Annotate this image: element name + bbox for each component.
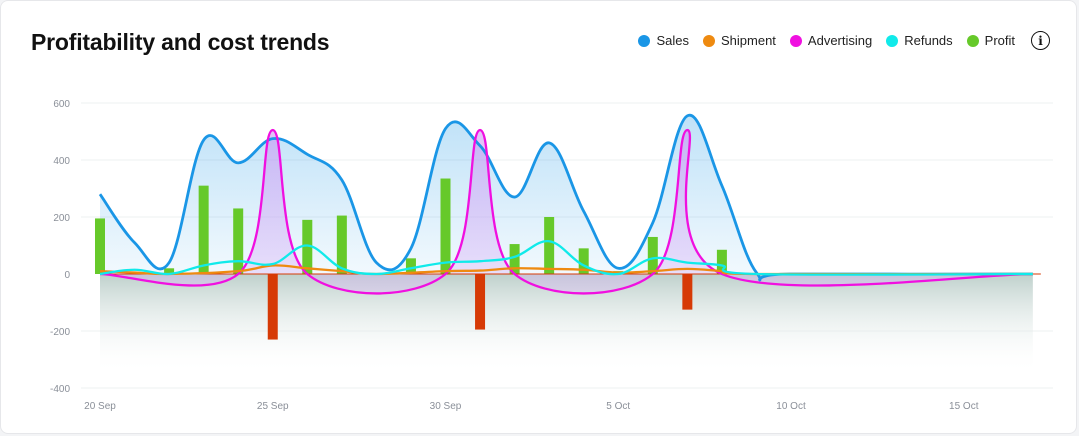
legend-label-profit: Profit — [984, 33, 1015, 48]
profit-bar — [647, 236, 658, 274]
legend-dot-advertising — [789, 34, 802, 47]
y-tick-label: 200 — [53, 213, 70, 224]
profit-bar — [544, 217, 555, 274]
profit-bar — [405, 258, 416, 274]
chart-title: Profitability and cost trends — [31, 29, 330, 55]
legend-label-shipment: Shipment — [721, 33, 776, 48]
profit-bar — [682, 274, 693, 310]
sales-area — [100, 115, 1033, 280]
profit-bar — [164, 268, 175, 274]
x-tick-label: 20 Sep — [84, 401, 116, 412]
profit-bar — [267, 274, 278, 340]
refunds-line — [99, 240, 1033, 276]
x-tick-label: 30 Sep — [430, 401, 462, 412]
advertising-line — [99, 128, 1033, 295]
legend-item-profit[interactable]: Profit — [966, 33, 1015, 48]
legend-item-sales[interactable]: Sales — [638, 33, 689, 48]
chart-legend: Sales Shipment Advertising Refunds Profi… — [638, 31, 1050, 50]
profit-bar — [302, 219, 313, 274]
x-tick-label: 25 Sep — [257, 401, 289, 412]
y-tick-label: 0 — [64, 270, 70, 281]
legend-item-advertising[interactable]: Advertising — [789, 33, 873, 48]
legend-dot-refunds — [886, 34, 899, 47]
info-icon[interactable]: i — [1031, 31, 1050, 50]
legend-item-shipment[interactable]: Shipment — [703, 33, 776, 48]
legend-label-refunds: Refunds — [904, 33, 953, 48]
x-tick-label: 15 Oct — [949, 401, 979, 412]
sales-line — [98, 113, 1033, 282]
y-tick-label: 600 — [53, 99, 70, 110]
legend-label-sales: Sales — [656, 33, 689, 48]
shipment-line — [99, 264, 1033, 276]
profit-bar — [716, 249, 727, 274]
advertising-area — [100, 130, 1033, 294]
y-tick-label: -400 — [50, 384, 70, 395]
y-tick-label: 400 — [53, 156, 70, 167]
profit-bar — [233, 208, 244, 274]
profit-bar — [336, 215, 347, 274]
profit-bar — [440, 178, 451, 274]
legend-dot-shipment — [703, 34, 715, 47]
profit-bar — [198, 185, 209, 274]
profit-bar — [578, 248, 589, 274]
y-tick-label: -200 — [50, 327, 70, 338]
profit-bar — [95, 218, 105, 274]
legend-dot-profit — [966, 34, 979, 47]
profit-bar — [509, 244, 520, 274]
x-tick-label: 10 Oct — [776, 401, 806, 412]
legend-dot-sales — [638, 34, 651, 47]
profit-bar — [475, 274, 486, 330]
legend-item-refunds[interactable]: Refunds — [886, 33, 953, 48]
legend-label-advertising: Advertising — [807, 33, 873, 48]
x-tick-label: 5 Oct — [606, 401, 630, 412]
